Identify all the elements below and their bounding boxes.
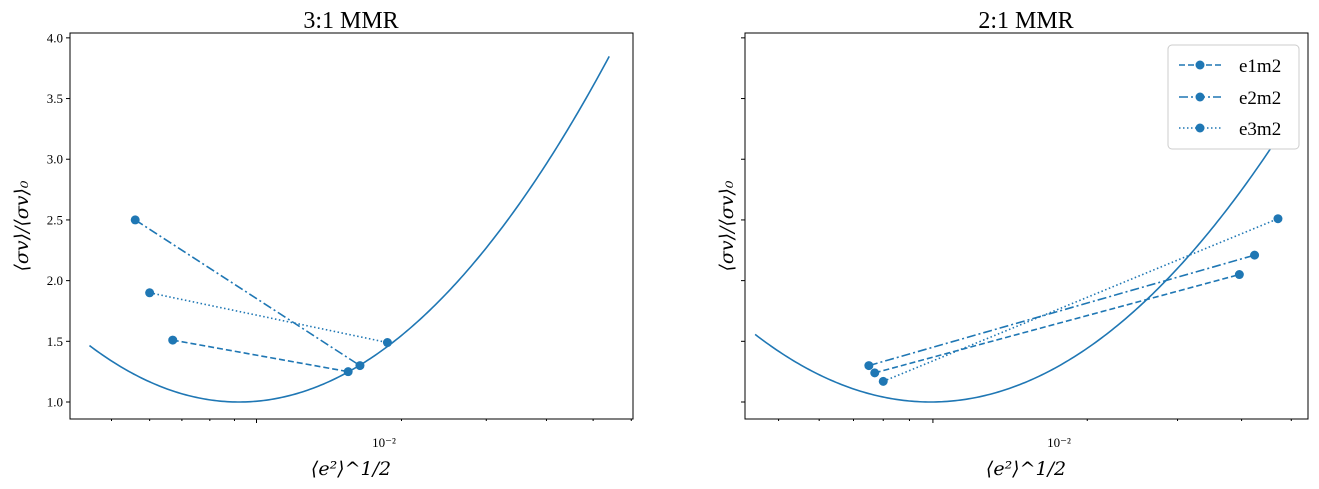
legend-label-e2m2: e2m2: [1239, 88, 1281, 109]
right-series-group: [864, 214, 1283, 386]
series-point-e3m2: [878, 376, 888, 386]
series-line-e1m2: [172, 339, 349, 373]
y-tick-label: 3.5: [47, 91, 63, 106]
y-tick-label: 4.0: [47, 30, 63, 45]
series-point-e1m2: [168, 335, 178, 345]
right-x-tick-label: 10⁻²: [1047, 435, 1071, 450]
series-line-e1m2: [874, 273, 1240, 374]
y-tick-label: 2.0: [47, 273, 63, 288]
series-line-e2m2: [134, 219, 361, 367]
right-plot-frame: [744, 32, 1309, 420]
y-tick-label: 1.5: [47, 334, 63, 349]
legend-entry-e1m2: e1m2: [1179, 56, 1281, 77]
series-point-e1m2: [343, 367, 353, 377]
left-x-tick-label: 10⁻²: [372, 435, 396, 450]
legend-label-e3m2: e3m2: [1239, 119, 1281, 140]
right-x-ticks: [778, 419, 1292, 423]
legend-marker-e1m2: [1195, 60, 1205, 70]
left-panel: 3:1 MMR 1.0 1.5 2.0 2.5 3.0 3.5 4.0 10⁻² ⟨e²⟩^…: [11, 8, 634, 480]
right-panel: 2:1 MMR 10⁻² ⟨e²⟩^1/2 ⟨σv⟩/⟨σv⟩₀ e1m2 e2…: [716, 8, 1309, 480]
y-tick-label: 1.0: [47, 395, 63, 410]
legend-entry-e3m2: e3m2: [1179, 119, 1281, 140]
right-fit-curve: [754, 109, 1297, 403]
left-fit-curve: [88, 55, 610, 403]
series-point-e1m2: [870, 368, 880, 378]
legend-label-e1m2: e1m2: [1239, 56, 1281, 77]
series-point-e3m2: [1273, 214, 1283, 224]
legend-marker-e3m2: [1195, 123, 1205, 133]
series-line-e2m2: [868, 254, 1255, 367]
left-y-ticks: 1.0 1.5 2.0 2.5 3.0 3.5 4.0: [47, 30, 70, 410]
legend: e1m2 e2m2 e3m2: [1167, 44, 1300, 150]
left-series-group: [130, 215, 392, 377]
series-point-e2m2: [864, 361, 874, 371]
left-x-ticks: [111, 419, 632, 423]
legend-marker-e2m2: [1195, 92, 1205, 102]
series-point-e2m2: [130, 215, 140, 225]
left-x-axis-label: ⟨e²⟩^1/2: [311, 458, 391, 480]
right-panel-title: 2:1 MMR: [978, 8, 1073, 34]
series-point-e3m2: [145, 288, 155, 298]
right-x-axis-label: ⟨e²⟩^1/2: [986, 458, 1066, 480]
y-tick-label: 3.0: [47, 152, 63, 167]
left-plot-frame: [69, 32, 634, 420]
series-line-e3m2: [882, 217, 1279, 383]
series-point-e2m2: [1250, 250, 1260, 260]
right-y-ticks: [741, 37, 745, 403]
left-y-axis-label: ⟨σv⟩/⟨σv⟩₀: [11, 180, 33, 271]
y-tick-label: 2.5: [47, 212, 63, 227]
series-point-e3m2: [382, 338, 392, 348]
series-point-e2m2: [355, 361, 365, 371]
legend-entry-e2m2: e2m2: [1179, 88, 1281, 109]
series-line-e3m2: [149, 291, 388, 344]
series-point-e1m2: [1234, 270, 1244, 280]
right-y-axis-label: ⟨σv⟩/⟨σv⟩₀: [716, 180, 738, 271]
left-panel-title: 3:1 MMR: [303, 8, 398, 34]
legend-box: [1167, 44, 1300, 150]
